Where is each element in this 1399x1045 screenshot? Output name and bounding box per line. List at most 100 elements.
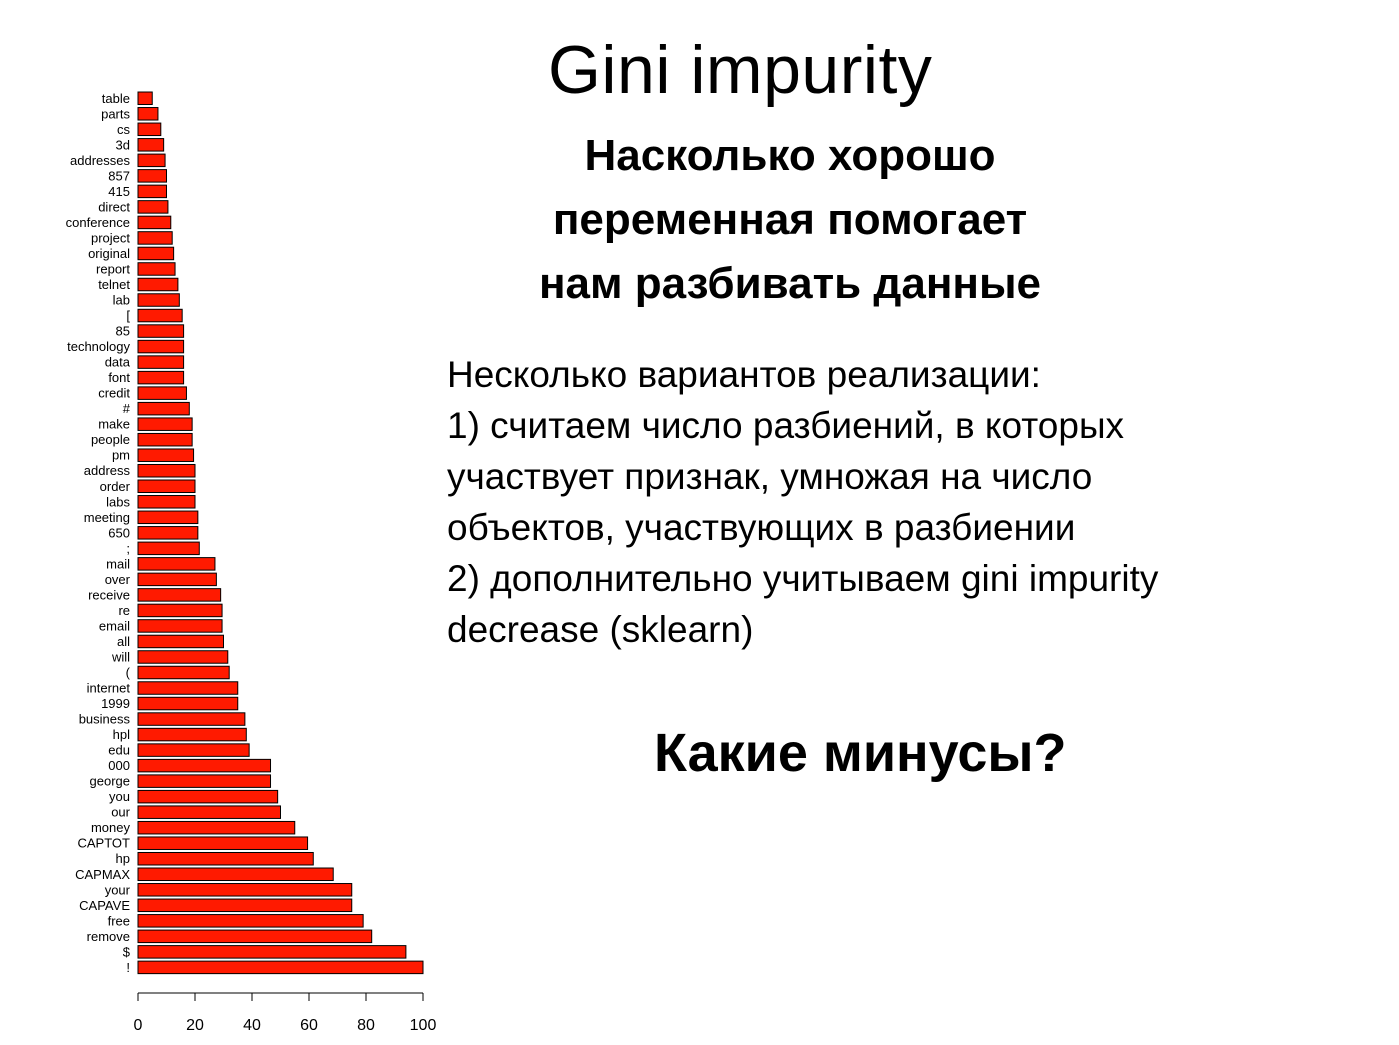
slide-question: Какие минусы? [654, 723, 1067, 783]
category-label: you [109, 789, 130, 804]
bar [137, 308, 183, 323]
category-label: 3d [116, 137, 130, 152]
bar [137, 619, 223, 633]
x-tick-label: 60 [300, 1017, 318, 1034]
bar [137, 184, 167, 199]
bar [137, 215, 172, 230]
bar [137, 138, 165, 152]
category-label: credit [98, 386, 130, 401]
bar [137, 805, 281, 819]
category-label: labs [106, 494, 130, 509]
category-label: our [111, 805, 130, 820]
x-tick-label: 20 [186, 1017, 204, 1034]
bar [137, 603, 223, 618]
bar [137, 432, 193, 447]
category-label: meeting [84, 510, 130, 525]
category-label: re [118, 603, 130, 618]
category-label: $ [123, 944, 131, 959]
bar [137, 510, 199, 525]
category-label: project [91, 230, 130, 245]
bar [137, 448, 195, 462]
bar [137, 495, 196, 509]
category-label: data [105, 355, 131, 370]
bar [137, 386, 187, 400]
category-label: mail [106, 556, 130, 571]
bar [137, 650, 229, 664]
category-label: business [79, 712, 131, 727]
slide-subtitle: Насколько хорошо переменная помогает нам… [440, 124, 1140, 316]
x-tick-label: 40 [243, 1017, 261, 1034]
body-line: Несколько вариантов реализации: [447, 354, 1041, 395]
bar [137, 200, 169, 214]
bar [137, 929, 373, 944]
x-axis: 0 20 40 60 80 100 [134, 992, 437, 1034]
category-label: CAPAVE [79, 898, 130, 913]
category-label: ! [126, 960, 130, 975]
bar [137, 588, 222, 602]
subtitle-line: нам разбивать данные [538, 259, 1042, 308]
category-label: ( [126, 665, 131, 680]
body-line: участвует признак, умножая на число [447, 456, 1093, 497]
bar [137, 169, 167, 183]
category-label: people [91, 432, 130, 447]
bar [137, 883, 353, 897]
category-label: your [105, 882, 131, 897]
category-label: 415 [108, 184, 130, 199]
body-line: объектов, участвующих в разбиении [447, 507, 1076, 548]
bar [137, 370, 185, 385]
category-label: font [108, 370, 130, 385]
category-label: over [105, 572, 131, 587]
category-label: 1999 [101, 696, 130, 711]
category-label: hp [116, 851, 130, 866]
bar [137, 277, 179, 292]
category-label: 650 [108, 525, 130, 540]
category-label: 000 [108, 758, 130, 773]
bar [137, 262, 176, 276]
bar [137, 712, 246, 726]
bar [137, 681, 239, 695]
subtitle-line: Насколько хорошо [584, 131, 996, 180]
category-label: 857 [108, 168, 130, 183]
category-label: 85 [116, 324, 130, 339]
category-label: edu [108, 743, 130, 758]
category-label: order [100, 479, 131, 494]
category-label: conference [66, 215, 130, 230]
bar [137, 417, 193, 431]
category-label: direct [98, 199, 130, 214]
bar [137, 557, 216, 571]
category-labels-group: tablepartscs3daddresses857415directconfe… [66, 91, 131, 975]
category-label: [ [126, 308, 130, 323]
slide-body-text: Несколько вариантов реализации: 1) счита… [447, 349, 1347, 655]
body-line: decrease (sklearn) [447, 609, 754, 650]
bar [137, 727, 247, 742]
category-label: report [96, 261, 130, 276]
category-label: cs [117, 122, 131, 137]
category-label: parts [101, 106, 130, 121]
category-label: george [90, 774, 130, 789]
bar [137, 355, 185, 369]
bar [137, 572, 217, 587]
body-line: 1) считаем число разбиений, в которых [447, 405, 1125, 446]
category-label: make [98, 417, 130, 432]
category-label: email [99, 618, 130, 633]
bar [137, 774, 272, 788]
category-label: free [108, 913, 130, 928]
category-label: ; [126, 541, 130, 556]
category-label: lab [113, 293, 130, 308]
x-tick-label: 100 [410, 1017, 437, 1034]
bar [137, 743, 250, 757]
bar [137, 463, 196, 478]
bar [137, 665, 230, 680]
bar [137, 293, 180, 307]
bars-group [137, 91, 424, 975]
bar [137, 758, 272, 773]
x-tick-label: 80 [357, 1017, 375, 1034]
category-label: internet [87, 681, 131, 696]
category-label: CAPMAX [75, 867, 130, 882]
category-label: money [91, 820, 131, 835]
category-label: all [117, 634, 130, 649]
category-label: address [84, 463, 131, 478]
bar [137, 789, 279, 804]
bar [137, 122, 162, 137]
bar [137, 836, 309, 850]
